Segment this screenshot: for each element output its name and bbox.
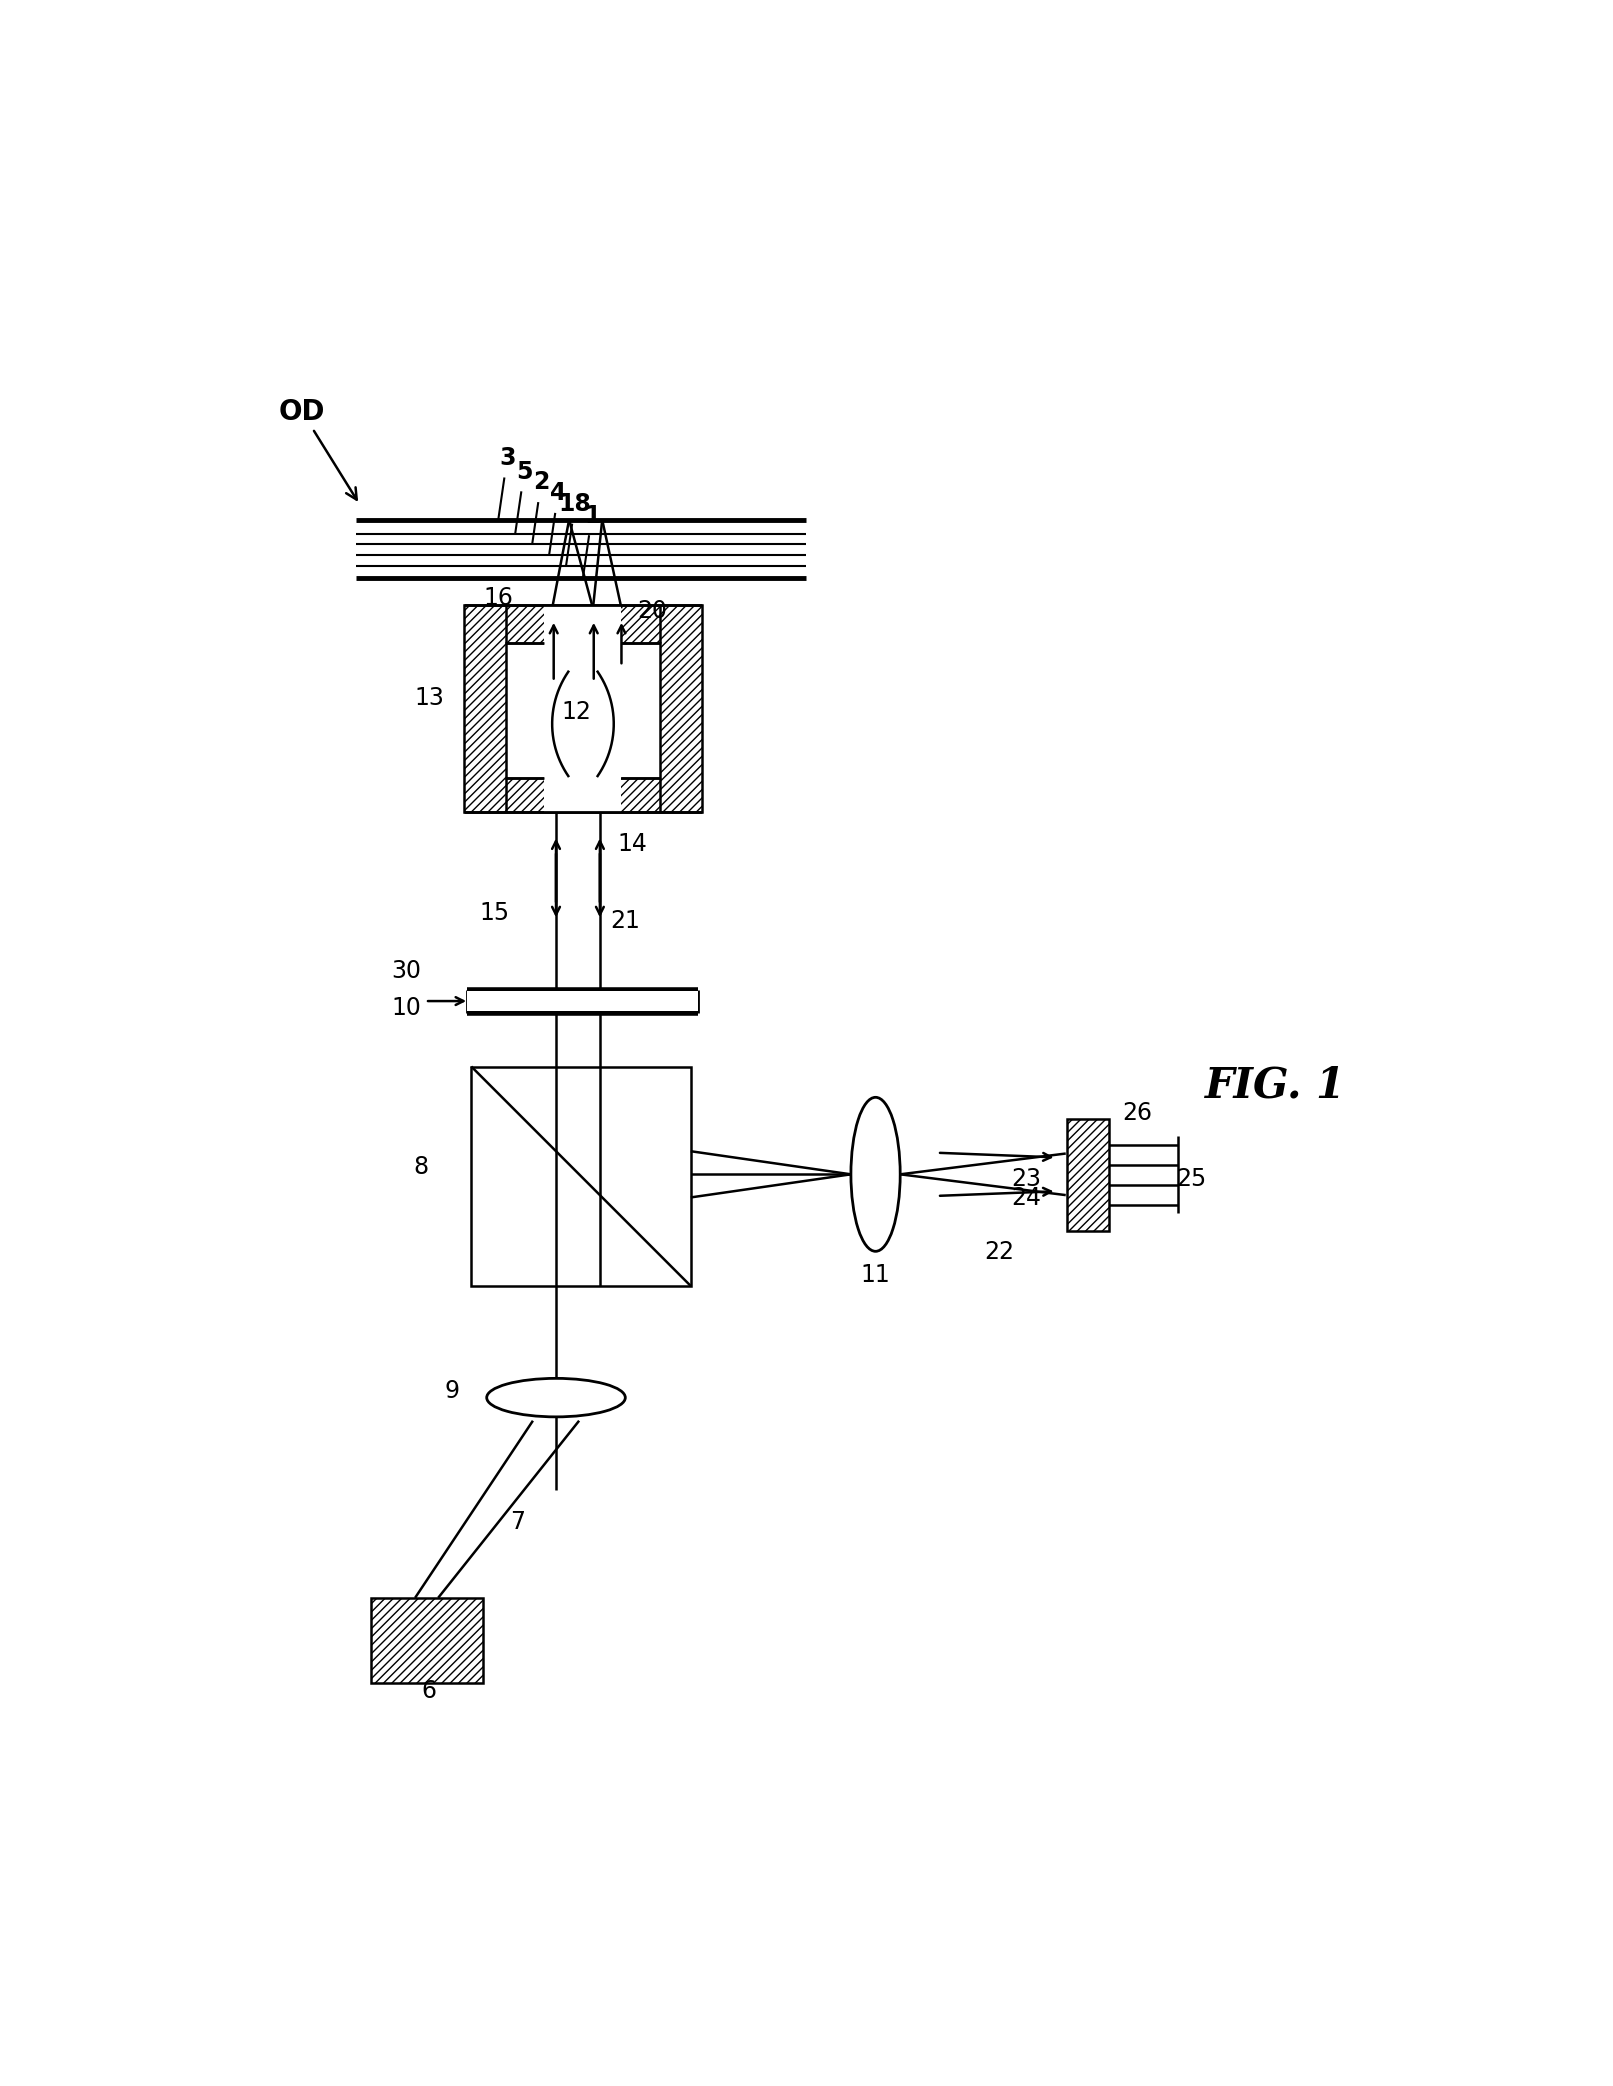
Text: 30: 30 (392, 960, 421, 983)
Bar (471, 1066, 690, 1285)
Text: 26: 26 (1123, 1101, 1152, 1126)
Text: 12: 12 (561, 701, 592, 724)
Text: 14: 14 (618, 832, 647, 855)
Bar (463, 605, 702, 811)
Bar (545, 776, 621, 811)
Text: 11: 11 (861, 1264, 890, 1287)
Text: 24: 24 (1011, 1187, 1040, 1210)
Bar (545, 605, 621, 645)
Bar (1066, 1118, 1108, 1231)
Text: 6: 6 (421, 1679, 437, 1702)
Text: 5: 5 (516, 459, 532, 484)
Text: OD: OD (279, 398, 356, 501)
Ellipse shape (852, 1097, 900, 1252)
Text: 4: 4 (550, 482, 566, 505)
Text: 1: 1 (584, 503, 600, 528)
Text: 16: 16 (484, 586, 513, 609)
Text: FIG. 1: FIG. 1 (1205, 1064, 1347, 1106)
Bar (506, 642, 660, 778)
Text: 20: 20 (637, 599, 666, 624)
Text: 2: 2 (534, 471, 550, 494)
Text: 10: 10 (392, 995, 421, 1020)
Text: 22: 22 (984, 1239, 1013, 1264)
Text: 18: 18 (558, 492, 592, 515)
Text: 8: 8 (415, 1156, 429, 1179)
Ellipse shape (487, 1379, 626, 1416)
Bar (468, 991, 698, 1012)
Text: 7: 7 (510, 1510, 524, 1533)
Bar (371, 1598, 482, 1683)
Text: 15: 15 (479, 901, 510, 926)
Text: 13: 13 (415, 686, 444, 709)
Text: 3: 3 (500, 446, 516, 469)
Text: 25: 25 (1176, 1166, 1207, 1191)
Text: 21: 21 (610, 909, 640, 932)
Text: 9: 9 (445, 1379, 460, 1402)
Text: 23: 23 (1011, 1166, 1040, 1191)
